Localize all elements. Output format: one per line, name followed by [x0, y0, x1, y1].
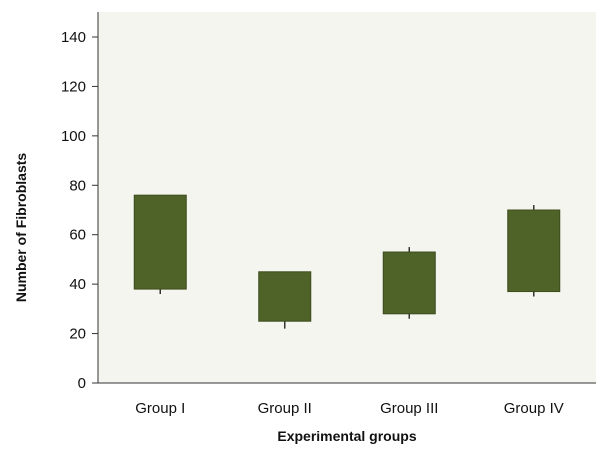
y-tick-label: 100: [61, 128, 86, 145]
box-group-ii: [258, 271, 312, 322]
boxes: [133, 194, 561, 329]
box-group-i: [133, 194, 187, 290]
x-tick-label: Group I: [135, 400, 185, 417]
y-tick-label: 120: [61, 78, 86, 95]
x-axis: Group I Group II Group III Group IV: [98, 382, 596, 417]
y-tick-label: 60: [69, 227, 86, 244]
y-axis: 0 20 40 60 80 100 120 140: [61, 12, 99, 392]
y-axis-title: Number of Fibroblasts: [13, 153, 29, 303]
box-group-iv: [507, 209, 561, 293]
x-tick-label: Group II: [258, 400, 312, 417]
y-tick-label: 140: [61, 29, 86, 46]
box-group-iii: [382, 251, 436, 315]
x-axis-title: Experimental groups: [277, 428, 416, 444]
y-tick-label: 40: [69, 276, 86, 293]
y-tick-label: 80: [69, 177, 86, 194]
x-tick-label: Group IV: [504, 400, 564, 417]
x-tick-label: Group III: [380, 400, 438, 417]
y-tick-label: 0: [78, 375, 86, 392]
y-tick-label: 20: [69, 326, 86, 343]
